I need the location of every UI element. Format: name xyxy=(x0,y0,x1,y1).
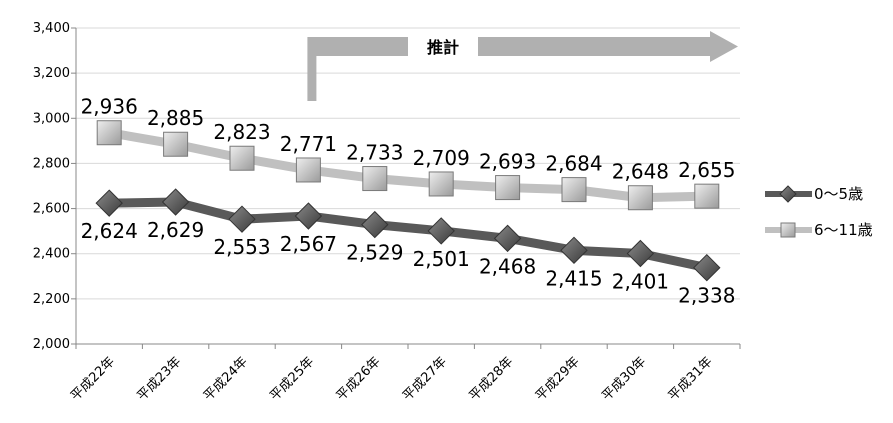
data-label: 2,771 xyxy=(280,132,337,156)
y-tick-label: 2,200 xyxy=(33,292,70,307)
series-group xyxy=(95,120,721,282)
x-tick-label: 平成29年 xyxy=(533,354,583,404)
data-label: 2,338 xyxy=(678,284,735,308)
data-point-diamond xyxy=(560,236,588,265)
data-point-diamond xyxy=(493,224,522,253)
legend-label: 0～5歳 xyxy=(814,185,863,203)
y-tick-label: 3,400 xyxy=(33,21,70,36)
data-label: 2,501 xyxy=(413,247,470,271)
legend-marker-square xyxy=(780,222,796,238)
data-label: 2,709 xyxy=(413,146,470,170)
data-point-diamond xyxy=(427,217,455,245)
x-tick-label: 平成22年 xyxy=(68,354,118,404)
data-label: 2,468 xyxy=(479,254,536,278)
data-label: 2,733 xyxy=(346,141,403,165)
data-point-diamond xyxy=(693,254,721,282)
data-label: 2,553 xyxy=(213,235,270,259)
data-label: 2,885 xyxy=(147,106,204,130)
data-label: 2,415 xyxy=(545,266,602,290)
data-point-diamond xyxy=(95,189,123,217)
forecast-annotation: 推計 xyxy=(307,31,738,101)
x-tick-label: 平成30年 xyxy=(599,354,649,404)
data-label: 2,684 xyxy=(545,152,602,176)
legend-label: 6～11歳 xyxy=(814,221,873,239)
x-tick-label: 平成23年 xyxy=(135,354,185,404)
data-label: 2,629 xyxy=(147,218,204,242)
data-label: 2,655 xyxy=(678,158,735,182)
data-point-diamond xyxy=(361,210,389,239)
data-label: 2,529 xyxy=(346,241,403,265)
forecast-label-background xyxy=(408,33,478,61)
data-point-square xyxy=(229,145,255,171)
data-label: 2,567 xyxy=(280,232,337,256)
data-point-square xyxy=(96,120,122,146)
data-labels: 2,624 2,629 2,553 2,567 2,529 2,501 2,468 2,415… xyxy=(81,95,736,308)
data-label: 2,936 xyxy=(81,95,138,119)
x-tick-label: 平成31年 xyxy=(666,354,716,404)
forecast-label: 推計 xyxy=(427,38,459,57)
y-tick-label: 2,000 xyxy=(33,337,70,352)
y-axis-ticks: 2,000 2,200 2,400 2,600 2,800 3,000 3,200 3,400 xyxy=(33,21,76,352)
data-label: 2,693 xyxy=(479,150,536,174)
data-label: 2,823 xyxy=(213,120,270,144)
y-tick-label: 3,200 xyxy=(33,66,70,81)
x-axis-ticks: 平成22年 平成23年 平成24年 平成25年 平成26年 平成27年 平成28年 平成29年… xyxy=(68,344,741,404)
x-tick-label: 平成24年 xyxy=(201,354,251,404)
y-tick-label: 2,800 xyxy=(33,156,70,171)
x-tick-label: 平成26年 xyxy=(334,354,384,404)
series-line xyxy=(104,128,712,203)
x-tick-label: 平成27年 xyxy=(400,354,450,404)
data-point-square xyxy=(295,157,321,183)
x-tick-label: 平成25年 xyxy=(267,354,317,404)
data-point-diamond xyxy=(294,202,323,230)
legend: 0～5歳 6～11歳 xyxy=(765,185,873,239)
x-tick-label: 平成28年 xyxy=(467,354,517,404)
forecast-arrow xyxy=(307,31,738,101)
data-point-square xyxy=(561,177,587,203)
data-point-square xyxy=(163,131,189,157)
data-point-square xyxy=(362,166,388,192)
y-tick-label: 2,600 xyxy=(33,202,70,217)
legend-marker-diamond xyxy=(779,185,797,203)
data-point-square xyxy=(694,183,720,209)
y-tick-label: 2,400 xyxy=(33,247,70,262)
data-point-square xyxy=(495,175,521,201)
data-point-square xyxy=(428,171,454,197)
data-label: 2,624 xyxy=(81,219,138,243)
data-label: 2,648 xyxy=(612,160,669,184)
data-label: 2,401 xyxy=(612,269,669,293)
data-point-diamond xyxy=(626,239,655,268)
series-line xyxy=(104,197,712,273)
y-tick-label: 3,000 xyxy=(33,111,70,126)
data-point-square xyxy=(627,185,653,211)
data-point-diamond xyxy=(228,205,256,233)
data-point-diamond xyxy=(161,188,190,216)
